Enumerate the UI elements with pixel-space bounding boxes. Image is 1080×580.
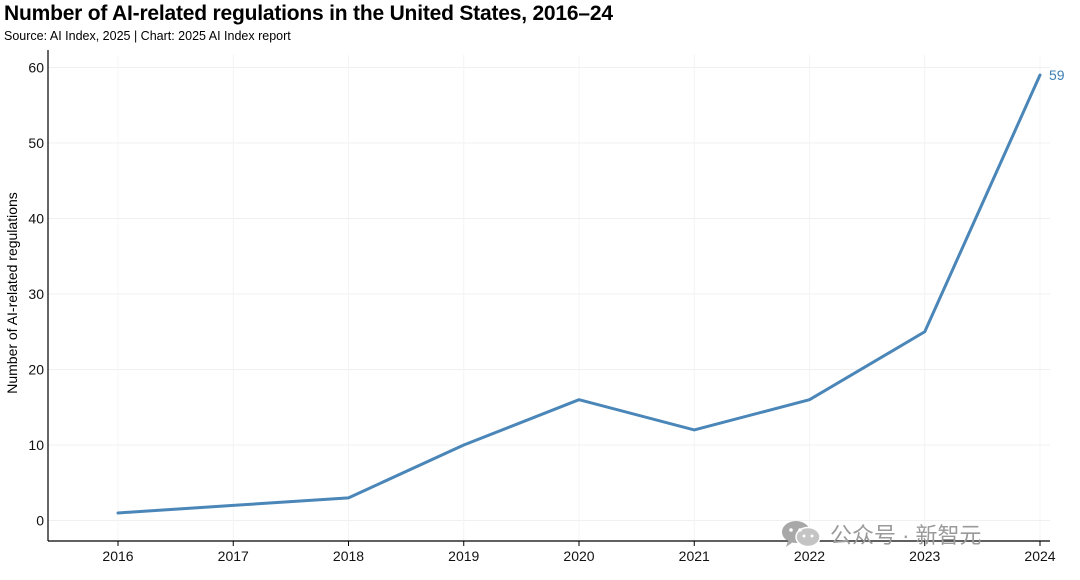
x-tick-label: 2024 <box>1024 548 1055 564</box>
series-line <box>116 73 1042 515</box>
axes <box>47 50 1050 546</box>
y-tick-label: 20 <box>28 362 44 378</box>
chart-subtitle: Source: AI Index, 2025 | Chart: 2025 AI … <box>4 29 291 43</box>
gridlines <box>48 55 1050 541</box>
y-tick-label: 10 <box>28 437 44 453</box>
y-tick-labels: 0 10 20 30 40 50 60 <box>28 60 44 529</box>
y-tick-label: 30 <box>28 286 44 302</box>
x-tick-label: 2017 <box>218 548 249 564</box>
x-tick-label: 2019 <box>448 548 479 564</box>
chart-title: Number of AI-related regulations in the … <box>4 2 613 25</box>
y-tick-label: 60 <box>28 60 44 76</box>
series-lines <box>116 73 1042 515</box>
x-tick-label: 2021 <box>679 548 710 564</box>
y-tick-label: 0 <box>36 513 44 529</box>
watermark: 公众号 · 新智元 <box>780 518 982 550</box>
x-tick-labels: 2016 2017 2018 2019 2020 2021 2022 2023 2024 <box>102 548 1055 564</box>
y-tick-label: 50 <box>28 135 44 151</box>
x-tick-label: 2023 <box>909 548 940 564</box>
x-tick-label: 2016 <box>102 548 133 564</box>
wechat-icon <box>780 519 822 549</box>
watermark-text: 公众号 · 新智元 <box>830 523 982 548</box>
x-tick-label: 2020 <box>563 548 594 564</box>
data-labels: 59 <box>1049 67 1065 83</box>
x-tick-label: 2018 <box>333 548 364 564</box>
end-value-label: 59 <box>1049 67 1065 83</box>
x-tick-label: 2022 <box>794 548 825 564</box>
y-tick-label: 40 <box>28 211 44 227</box>
